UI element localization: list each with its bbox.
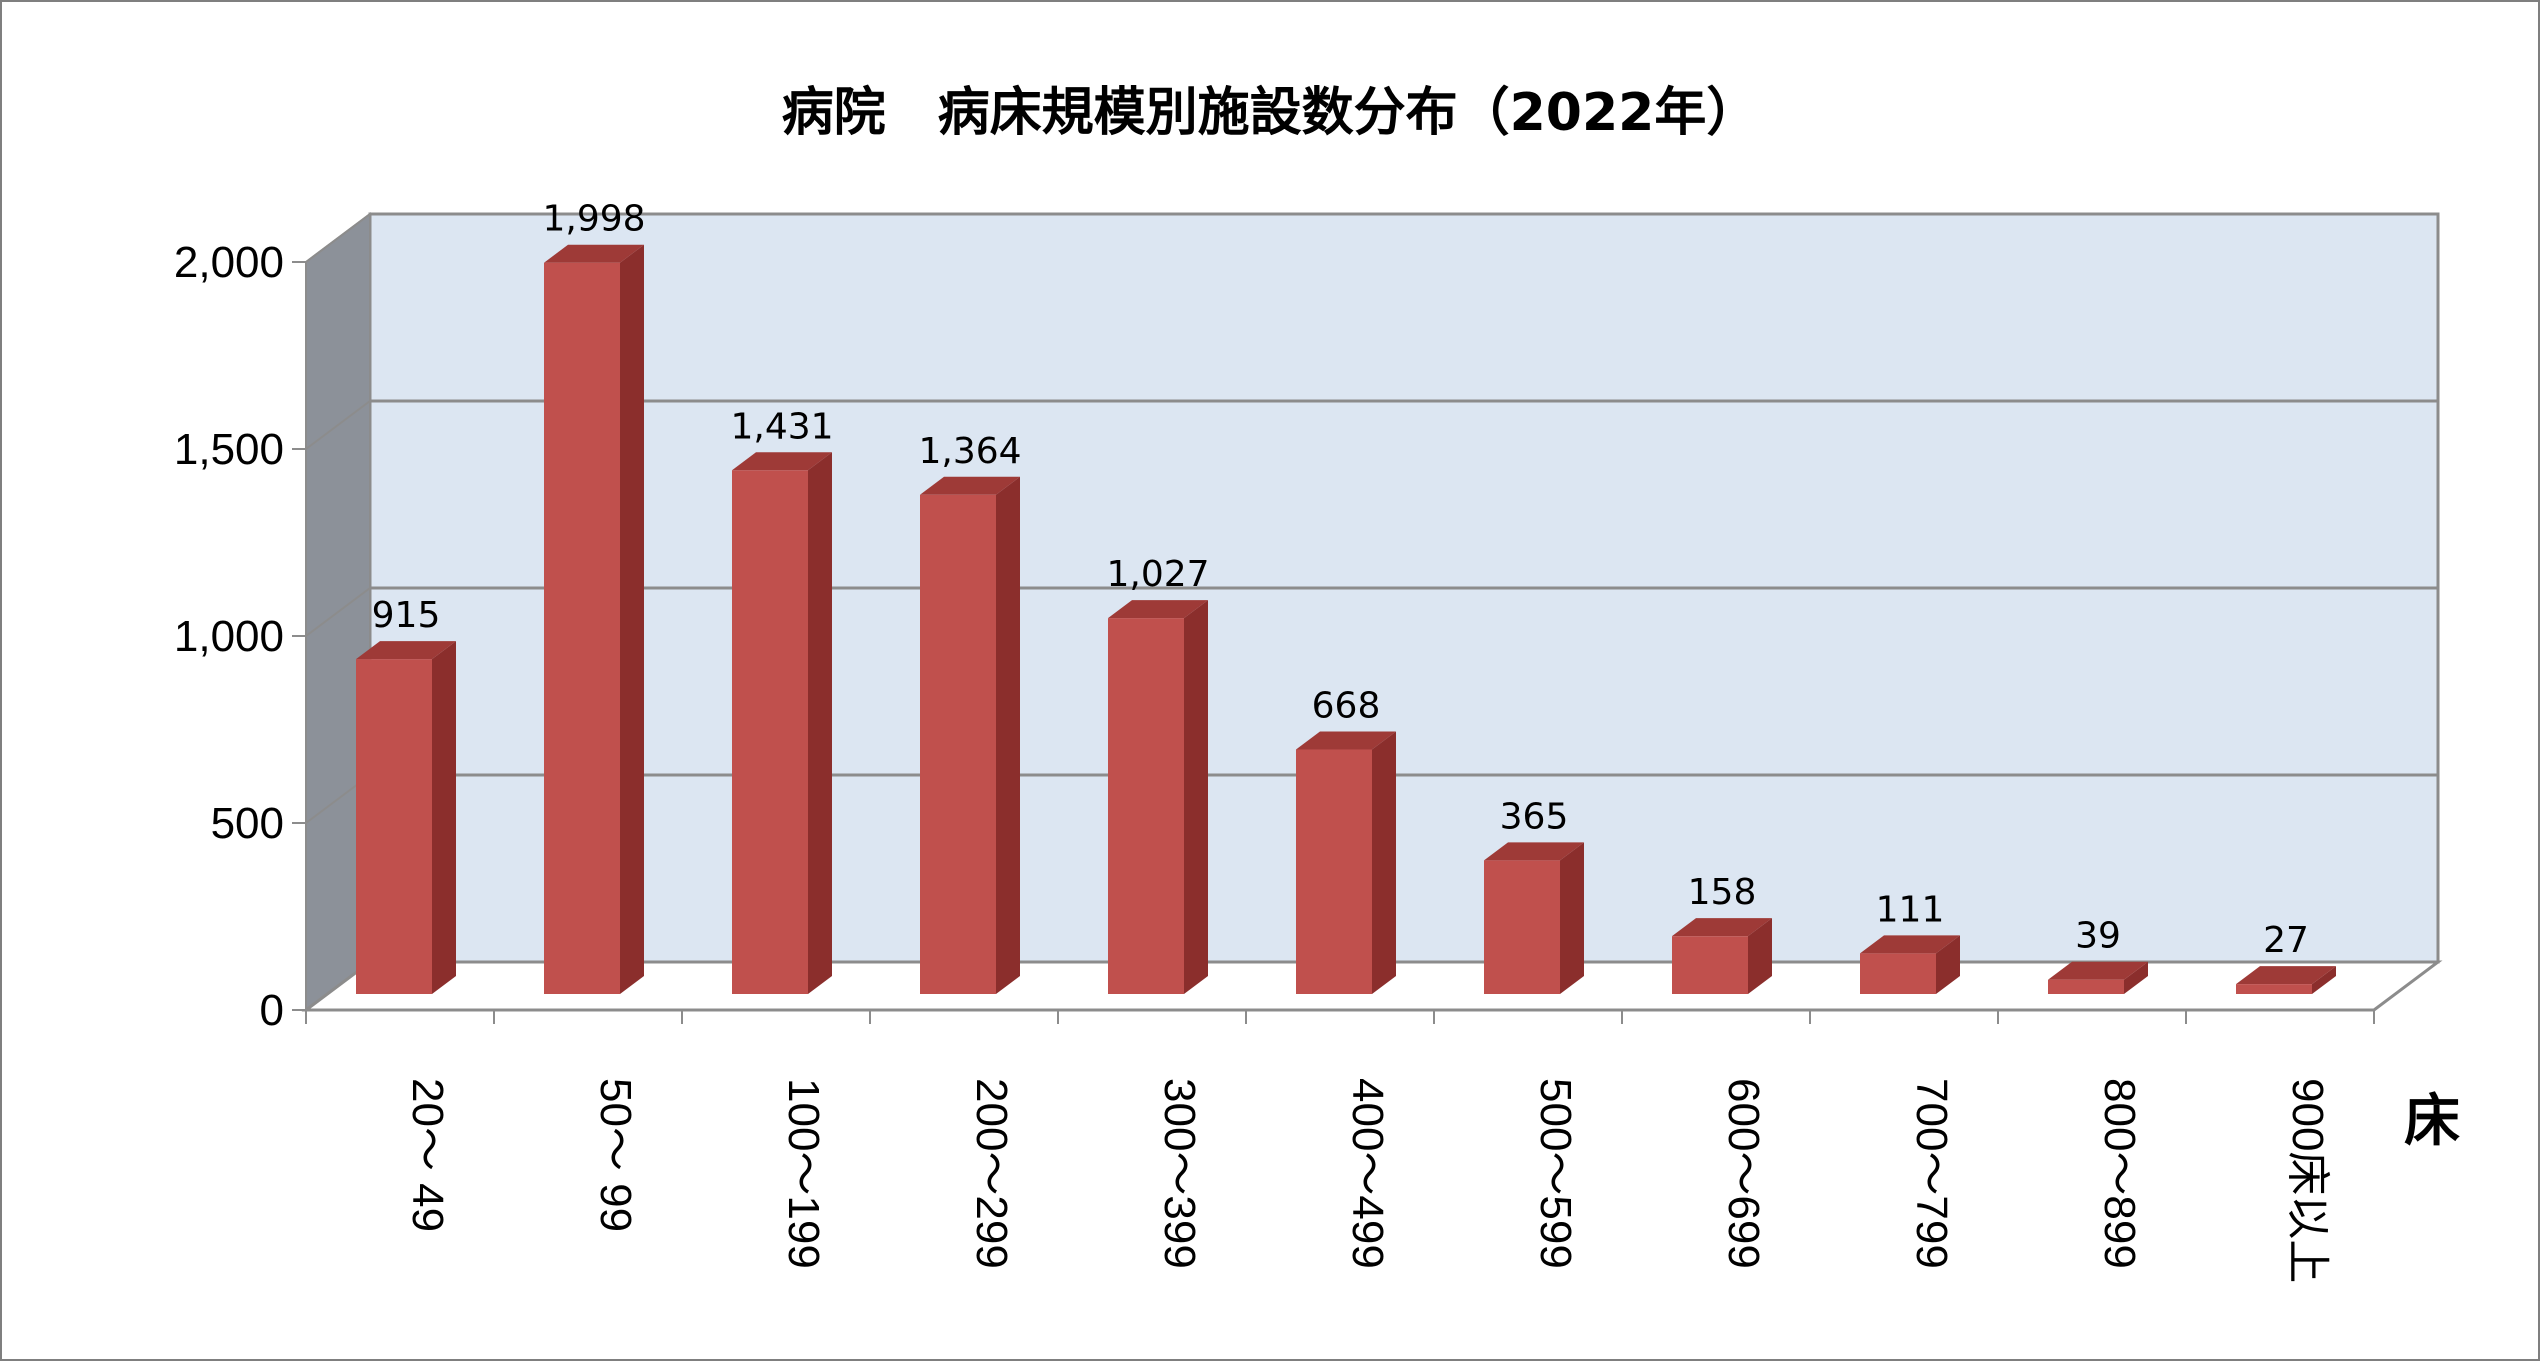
bar [1860,935,1960,994]
gridline-side [305,400,371,450]
bar-side [1560,842,1584,994]
x-category-label: 20～ 49 [403,1078,452,1232]
bar [732,452,832,994]
bar [356,641,456,994]
bar-side [620,244,644,994]
data-label: 27 [2263,920,2309,961]
y-axis: 0 500 1,000 1,500 2,000 [174,238,307,1035]
y-tick-label: 0 [260,986,284,1035]
gridlines [305,212,2438,1011]
data-label: 668 [1312,686,1381,727]
bar [1296,731,1396,994]
bar [2048,961,2148,994]
bar-front [920,494,996,994]
bar-top [1860,935,1960,954]
gridline-side [305,587,371,637]
data-label: 111 [1876,889,1945,930]
gridline-side [305,213,371,263]
x-category-label: 50～ 99 [591,1078,640,1232]
x-category-label: 900床以上 [2283,1078,2332,1283]
x-category-label: 300～399 [1155,1078,1204,1269]
x-category-label: 100～199 [779,1078,828,1269]
bar [1672,918,1772,994]
x-category-label: 400～499 [1343,1078,1392,1269]
y-tick-label: 1,500 [174,425,284,474]
bar-top [920,476,1020,495]
bar-top [1672,918,1772,937]
bar [1484,842,1584,994]
bar-front [1860,953,1936,994]
bar-top [732,452,832,471]
bar-side [1184,600,1208,994]
data-label: 365 [1500,796,1569,837]
bar-side [808,452,832,994]
bar-front [1296,749,1372,994]
bar-top [356,641,456,660]
chart-title: 病院 病床規模別施設数分布（2022年） [782,83,1759,143]
bar-front [356,659,432,994]
bar-front [732,470,808,994]
data-label: 1,364 [918,431,1021,472]
bar [1108,600,1208,994]
data-label: 39 [2075,916,2121,957]
bar-top [544,244,644,263]
bar-top [1108,600,1208,619]
bar-side [1372,731,1396,994]
data-label: 158 [1688,872,1757,913]
bars [356,244,2336,994]
x-axis-unit-label: 床 [2404,1089,2460,1154]
bar-front [2236,984,2312,994]
bar-side [1748,918,1772,994]
x-category-label: 800～899 [2095,1078,2144,1269]
y-tick-label: 2,000 [174,238,284,287]
bar-top [1296,731,1396,750]
bar-front [1108,618,1184,994]
bar-top [1484,842,1584,861]
data-label: 1,998 [542,199,645,240]
bar-front [1672,936,1748,994]
x-category-label: 600～699 [1719,1078,1768,1269]
data-label: 915 [372,595,441,636]
bar-side [2312,966,2336,994]
x-category-label: 700～799 [1907,1078,1956,1269]
bar-front [544,262,620,994]
x-category-label: 500～599 [1531,1078,1580,1269]
bar-side [996,476,1020,994]
bar-side [2124,961,2148,994]
y-tick-label: 500 [211,799,284,848]
bar [544,244,644,994]
x-axis: 20～ 49 50～ 99 100～199 200～299 300～399 400～499… [305,1008,2375,1283]
bar [920,476,1020,994]
bar-front [1484,860,1560,994]
bar-top [2236,966,2336,985]
bar-top [2048,961,2148,980]
data-label: 1,431 [730,406,833,447]
y-tick-label: 1,000 [174,612,284,661]
data-labels: 915 1,998 1,431 1,364 1,027 668 365 158 111 39 27 [372,199,2309,961]
data-label: 1,027 [1106,554,1209,595]
bar-side [1936,935,1960,994]
bar-side [432,641,456,994]
x-category-label: 200～299 [967,1078,1016,1269]
bar [2236,966,2336,994]
bar-front [2048,979,2124,994]
